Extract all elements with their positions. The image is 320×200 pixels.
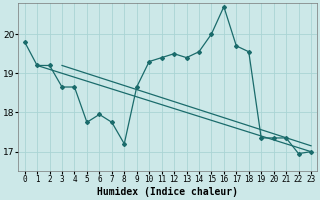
X-axis label: Humidex (Indice chaleur): Humidex (Indice chaleur) [97,187,238,197]
